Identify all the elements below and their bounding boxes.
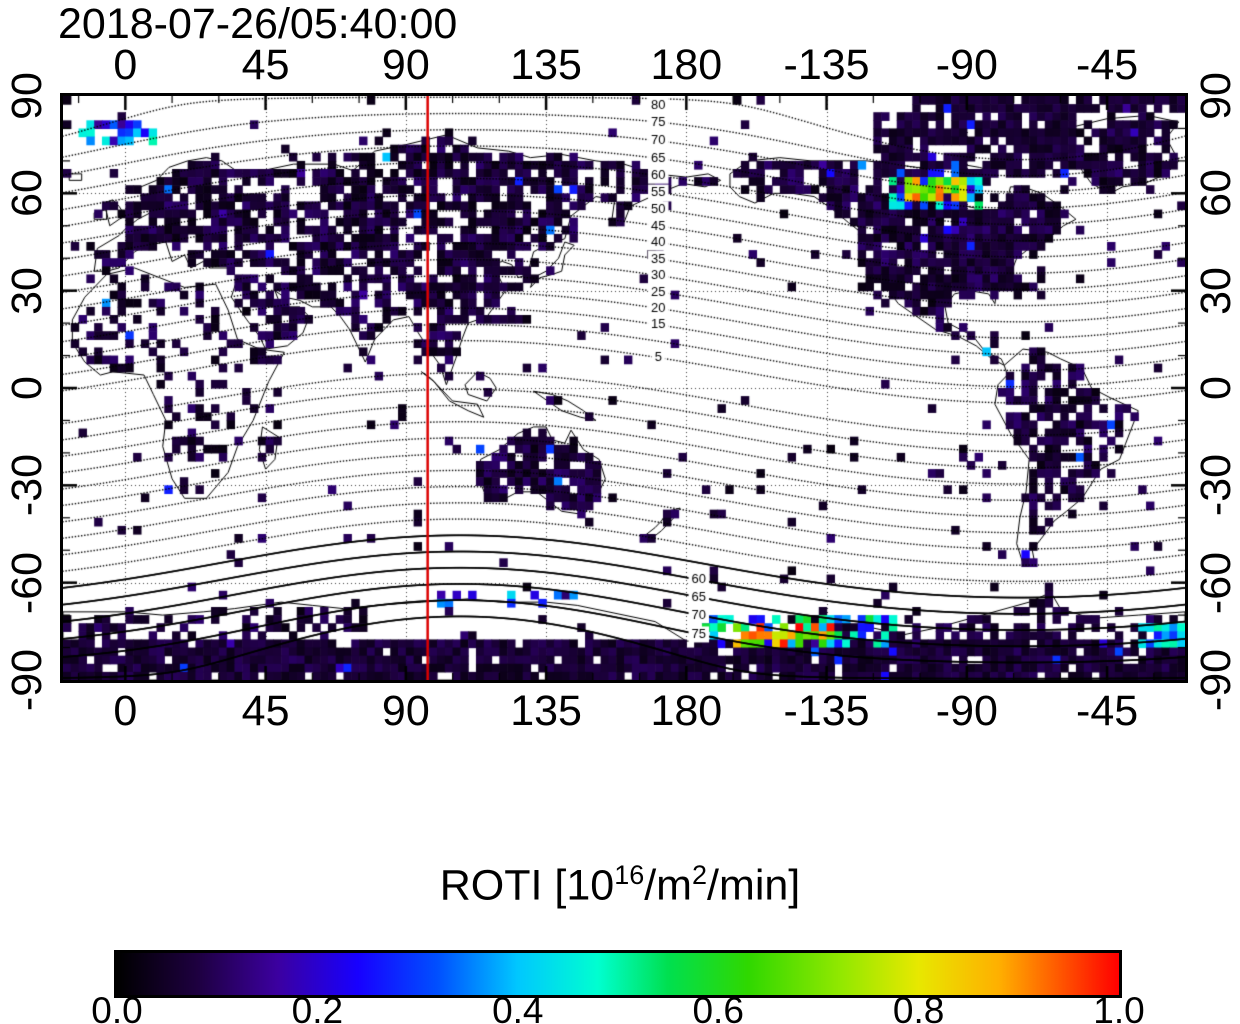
x-tick-top-0: 0 [113,41,138,89]
x-tick-bottom-45: 45 [241,687,290,735]
x-tick-top--90: -90 [935,41,998,89]
plot-timestamp: 2018-07-26/05:40:00 [58,0,458,48]
colorbar [114,950,1122,998]
map-canvas [63,96,1185,680]
x-tick-bottom--135: -135 [783,687,870,735]
x-tick-top-45: 45 [241,41,290,89]
x-tick-top-135: 135 [510,41,582,89]
x-tick-bottom-90: 90 [381,687,430,735]
colorbar-title-exp16: 16 [614,860,645,890]
colorbar-tick-0.0: 0.0 [91,990,143,1024]
colorbar-title-end: /min] [707,861,801,910]
colorbar-tick-0.6: 0.6 [692,990,744,1024]
y-tick-right--90: -90 [1192,648,1240,712]
colorbar-gradient [117,953,1119,995]
x-tick-top-90: 90 [381,41,430,89]
colorbar-tick-0.2: 0.2 [291,990,344,1024]
y-tick-left--90: -90 [3,648,51,712]
colorbar-title-exp2: 2 [692,860,708,890]
x-tick-top--45: -45 [1076,41,1139,89]
x-tick-top-180: 180 [650,41,723,89]
x-tick-top--135: -135 [783,41,870,89]
colorbar-title-mid: /m [644,861,693,910]
map-frame [60,93,1188,683]
colorbar-tick-0.8: 0.8 [892,990,945,1024]
colorbar-tick-1.0: 1.0 [1093,990,1145,1024]
colorbar-title: ROTI [1016/m2/min] [0,860,1240,910]
x-tick-bottom-135: 135 [510,687,582,735]
x-tick-bottom--90: -90 [935,687,998,735]
x-tick-bottom-180: 180 [650,687,723,735]
x-tick-bottom--45: -45 [1076,687,1139,735]
x-tick-bottom-0: 0 [113,687,138,735]
colorbar-title-base: ROTI [10 [439,861,615,910]
colorbar-tick-0.4: 0.4 [492,990,544,1024]
